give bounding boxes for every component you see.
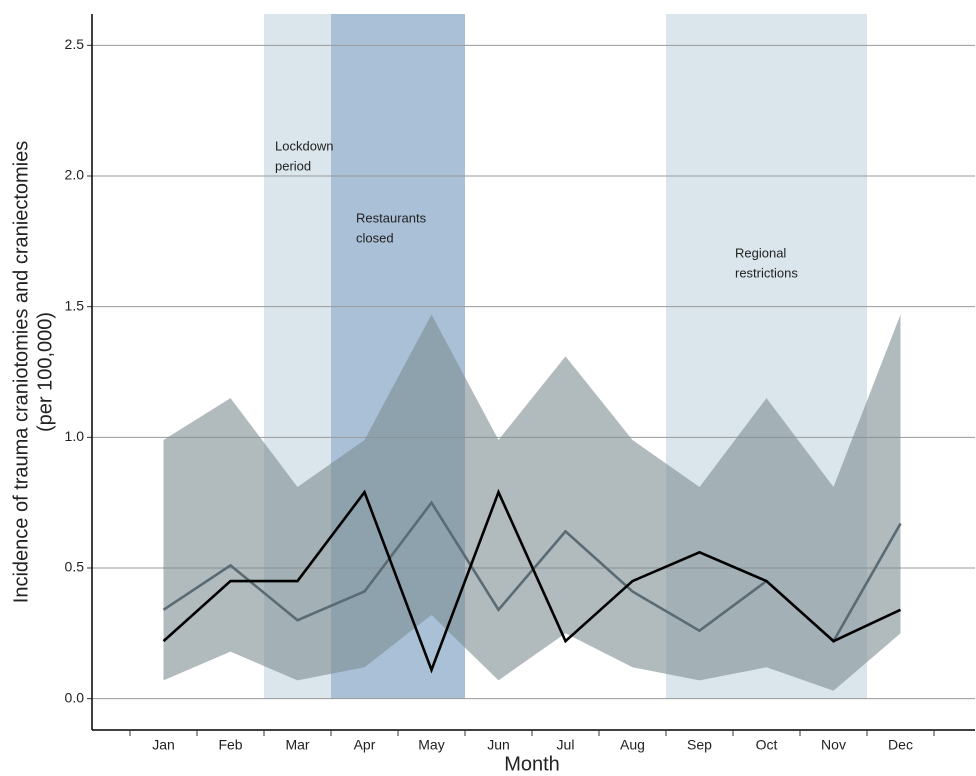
y-axis-title-line: Incidence of trauma craniotomies and cra…: [10, 141, 32, 603]
y-tick-label: 2.5: [65, 36, 85, 52]
confidence-band: [163, 314, 901, 691]
x-axis-title: Month: [504, 753, 560, 775]
x-tick-label: Oct: [756, 737, 778, 753]
period-label: period: [275, 158, 311, 173]
period-label: restrictions: [735, 265, 798, 280]
x-tick-label: Feb: [218, 737, 242, 753]
x-tick-label: May: [418, 737, 444, 753]
x-tick-label: Apr: [354, 737, 376, 753]
y-tick-label: 0.0: [65, 689, 85, 705]
x-tick-label: Jul: [557, 737, 575, 753]
x-tick-label: Jun: [487, 737, 510, 753]
period-label: Regional: [735, 245, 786, 260]
period-label: Lockdown: [275, 138, 334, 153]
x-tick-label: Nov: [821, 737, 846, 753]
x-tick-label: Dec: [888, 737, 913, 753]
period-label: closed: [356, 230, 394, 245]
y-tick-label: 1.0: [65, 428, 85, 444]
period-label: Restaurants: [356, 210, 427, 225]
series-line: [162, 488, 902, 674]
y-tick-label: 0.5: [65, 559, 85, 575]
x-tick-label: Jan: [152, 737, 175, 753]
y-axis-title: Incidence of trauma craniotomies and cra…: [10, 141, 56, 603]
y-tick-label: 2.0: [65, 167, 85, 183]
x-tick-label: Aug: [620, 737, 645, 753]
x-tick-label: Sep: [687, 737, 712, 753]
y-axis-title-line: (per 100,000): [34, 312, 56, 432]
x-tick-label: Mar: [285, 737, 309, 753]
y-tick-label: 1.5: [65, 297, 85, 313]
